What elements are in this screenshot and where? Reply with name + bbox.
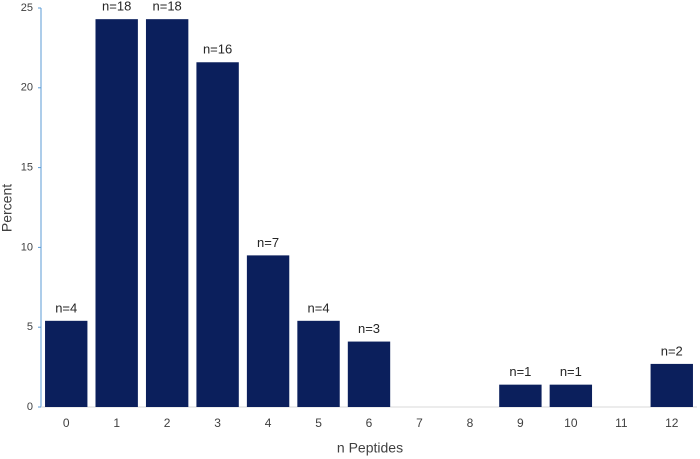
- x-tick-label: 10: [564, 416, 578, 430]
- x-tick-label: 9: [517, 416, 524, 430]
- bar: [95, 19, 138, 408]
- bar-label: n=16: [203, 42, 232, 57]
- y-tick-label: 25: [21, 2, 33, 14]
- bar: [196, 62, 239, 407]
- y-tick-label: 0: [27, 401, 33, 413]
- x-tick-label: 2: [164, 416, 171, 430]
- y-tick-label: 20: [21, 82, 33, 94]
- bar: [549, 384, 593, 407]
- bar-label: n=2: [661, 343, 683, 358]
- bar-label: n=4: [308, 300, 330, 315]
- bar-label: n=1: [560, 364, 582, 379]
- bar-label: n=4: [55, 300, 77, 315]
- bar: [650, 363, 693, 407]
- bar: [145, 19, 189, 408]
- y-axis-title: Percent: [0, 184, 15, 232]
- x-tick-label: 6: [366, 416, 373, 430]
- x-tick-label: 8: [467, 416, 474, 430]
- y-tick-label: 10: [21, 241, 33, 253]
- x-tick-label: 1: [113, 416, 120, 430]
- x-tick-label: 11: [615, 416, 628, 430]
- bar-label: n=18: [153, 0, 182, 14]
- x-axis-title: n Peptides: [337, 440, 403, 456]
- x-tick-label: 3: [214, 416, 221, 430]
- bar-label: n=7: [257, 235, 279, 250]
- bar-label: n=18: [102, 0, 131, 14]
- bar: [45, 320, 88, 407]
- bar: [246, 255, 290, 407]
- x-tick-label: 5: [315, 416, 322, 430]
- x-tick-label: 12: [665, 416, 679, 430]
- y-tick-label: 15: [21, 162, 33, 174]
- bar: [297, 320, 340, 407]
- y-tick-label: 5: [27, 321, 33, 333]
- bar: [347, 341, 391, 407]
- bar-label: n=3: [358, 321, 380, 336]
- bar-label: n=1: [509, 364, 531, 379]
- x-tick-label: 0: [63, 416, 70, 430]
- x-tick-label: 7: [416, 416, 423, 430]
- x-tick-label: 4: [265, 416, 272, 430]
- bar: [499, 384, 542, 407]
